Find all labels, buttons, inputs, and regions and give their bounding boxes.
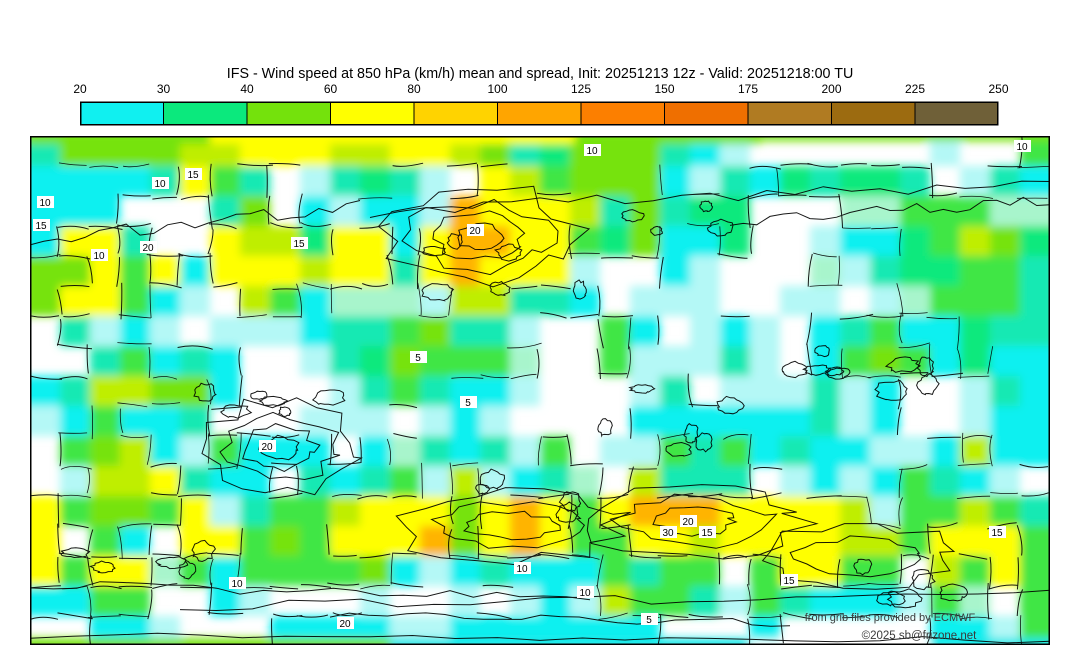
svg-text:175: 175 bbox=[738, 82, 758, 96]
svg-text:10: 10 bbox=[1016, 142, 1028, 153]
svg-text:20: 20 bbox=[339, 619, 351, 630]
svg-text:15: 15 bbox=[783, 576, 795, 587]
svg-text:20: 20 bbox=[142, 243, 154, 254]
svg-text:60: 60 bbox=[324, 82, 338, 96]
svg-text:150: 150 bbox=[654, 82, 674, 96]
svg-text:100: 100 bbox=[487, 82, 507, 96]
svg-text:10: 10 bbox=[579, 588, 591, 599]
svg-text:250: 250 bbox=[988, 82, 1008, 96]
svg-text:20: 20 bbox=[682, 517, 694, 528]
svg-text:200: 200 bbox=[821, 82, 841, 96]
svg-text:125: 125 bbox=[571, 82, 591, 96]
svg-text:10: 10 bbox=[93, 251, 105, 262]
svg-text:15: 15 bbox=[187, 170, 199, 181]
svg-text:15: 15 bbox=[293, 239, 305, 250]
svg-text:30: 30 bbox=[662, 528, 674, 539]
svg-text:from grib files provided by EC: from grib files provided by ECMWF bbox=[805, 612, 976, 624]
svg-text:10: 10 bbox=[39, 198, 51, 209]
svg-text:20: 20 bbox=[261, 442, 273, 453]
svg-text:10: 10 bbox=[154, 179, 166, 190]
svg-text:10: 10 bbox=[231, 579, 243, 590]
svg-text:80: 80 bbox=[407, 82, 421, 96]
svg-text:40: 40 bbox=[240, 82, 254, 96]
svg-text:15: 15 bbox=[991, 528, 1003, 539]
svg-text:10: 10 bbox=[516, 564, 528, 575]
svg-text:15: 15 bbox=[701, 528, 713, 539]
svg-text:10: 10 bbox=[586, 146, 598, 157]
svg-text:15: 15 bbox=[35, 221, 47, 232]
svg-text:225: 225 bbox=[905, 82, 925, 96]
svg-text:30: 30 bbox=[157, 82, 171, 96]
svg-text:5: 5 bbox=[646, 615, 652, 626]
svg-text:5: 5 bbox=[465, 398, 471, 409]
svg-text:20: 20 bbox=[469, 226, 481, 237]
svg-text:20: 20 bbox=[73, 82, 87, 96]
svg-text:©2025 sb@frizone.net: ©2025 sb@frizone.net bbox=[862, 630, 978, 642]
svg-text:5: 5 bbox=[415, 353, 421, 364]
